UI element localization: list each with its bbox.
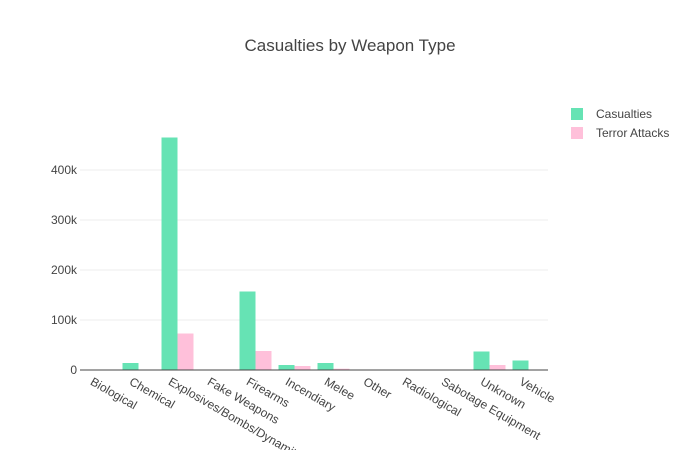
- axes: 0100k200k300k400kBiologicalChemicalExplo…: [51, 163, 558, 450]
- legend-label[interactable]: Casualties: [596, 107, 652, 121]
- legend[interactable]: Casualties Terror Attacks: [571, 107, 669, 140]
- bar-casualties[interactable]: [318, 363, 334, 370]
- y-tick-label: 300k: [51, 213, 78, 227]
- legend-label[interactable]: Terror Attacks: [596, 126, 669, 140]
- y-tick-label: 0: [70, 363, 77, 377]
- bar-terror-attacks[interactable]: [295, 366, 311, 370]
- bar-casualties[interactable]: [240, 292, 256, 371]
- bar-terror-attacks[interactable]: [178, 334, 194, 371]
- x-tick-label: Other: [361, 374, 394, 401]
- legend-swatch[interactable]: [571, 127, 583, 139]
- y-tick-label: 400k: [51, 163, 78, 177]
- y-tick-label: 100k: [51, 313, 78, 327]
- bar-casualties[interactable]: [513, 361, 529, 371]
- bar-terror-attacks[interactable]: [490, 365, 506, 370]
- bar-casualties[interactable]: [123, 363, 139, 370]
- y-tick-label: 200k: [51, 263, 78, 277]
- gridlines: [80, 170, 548, 320]
- bar-casualties[interactable]: [162, 138, 178, 371]
- bar-terror-attacks[interactable]: [256, 351, 272, 370]
- chart-title: Casualties by Weapon Type: [244, 36, 455, 55]
- bar-casualties[interactable]: [279, 365, 295, 370]
- bar-casualties[interactable]: [474, 352, 490, 371]
- legend-swatch[interactable]: [571, 108, 583, 120]
- bars: [84, 138, 545, 371]
